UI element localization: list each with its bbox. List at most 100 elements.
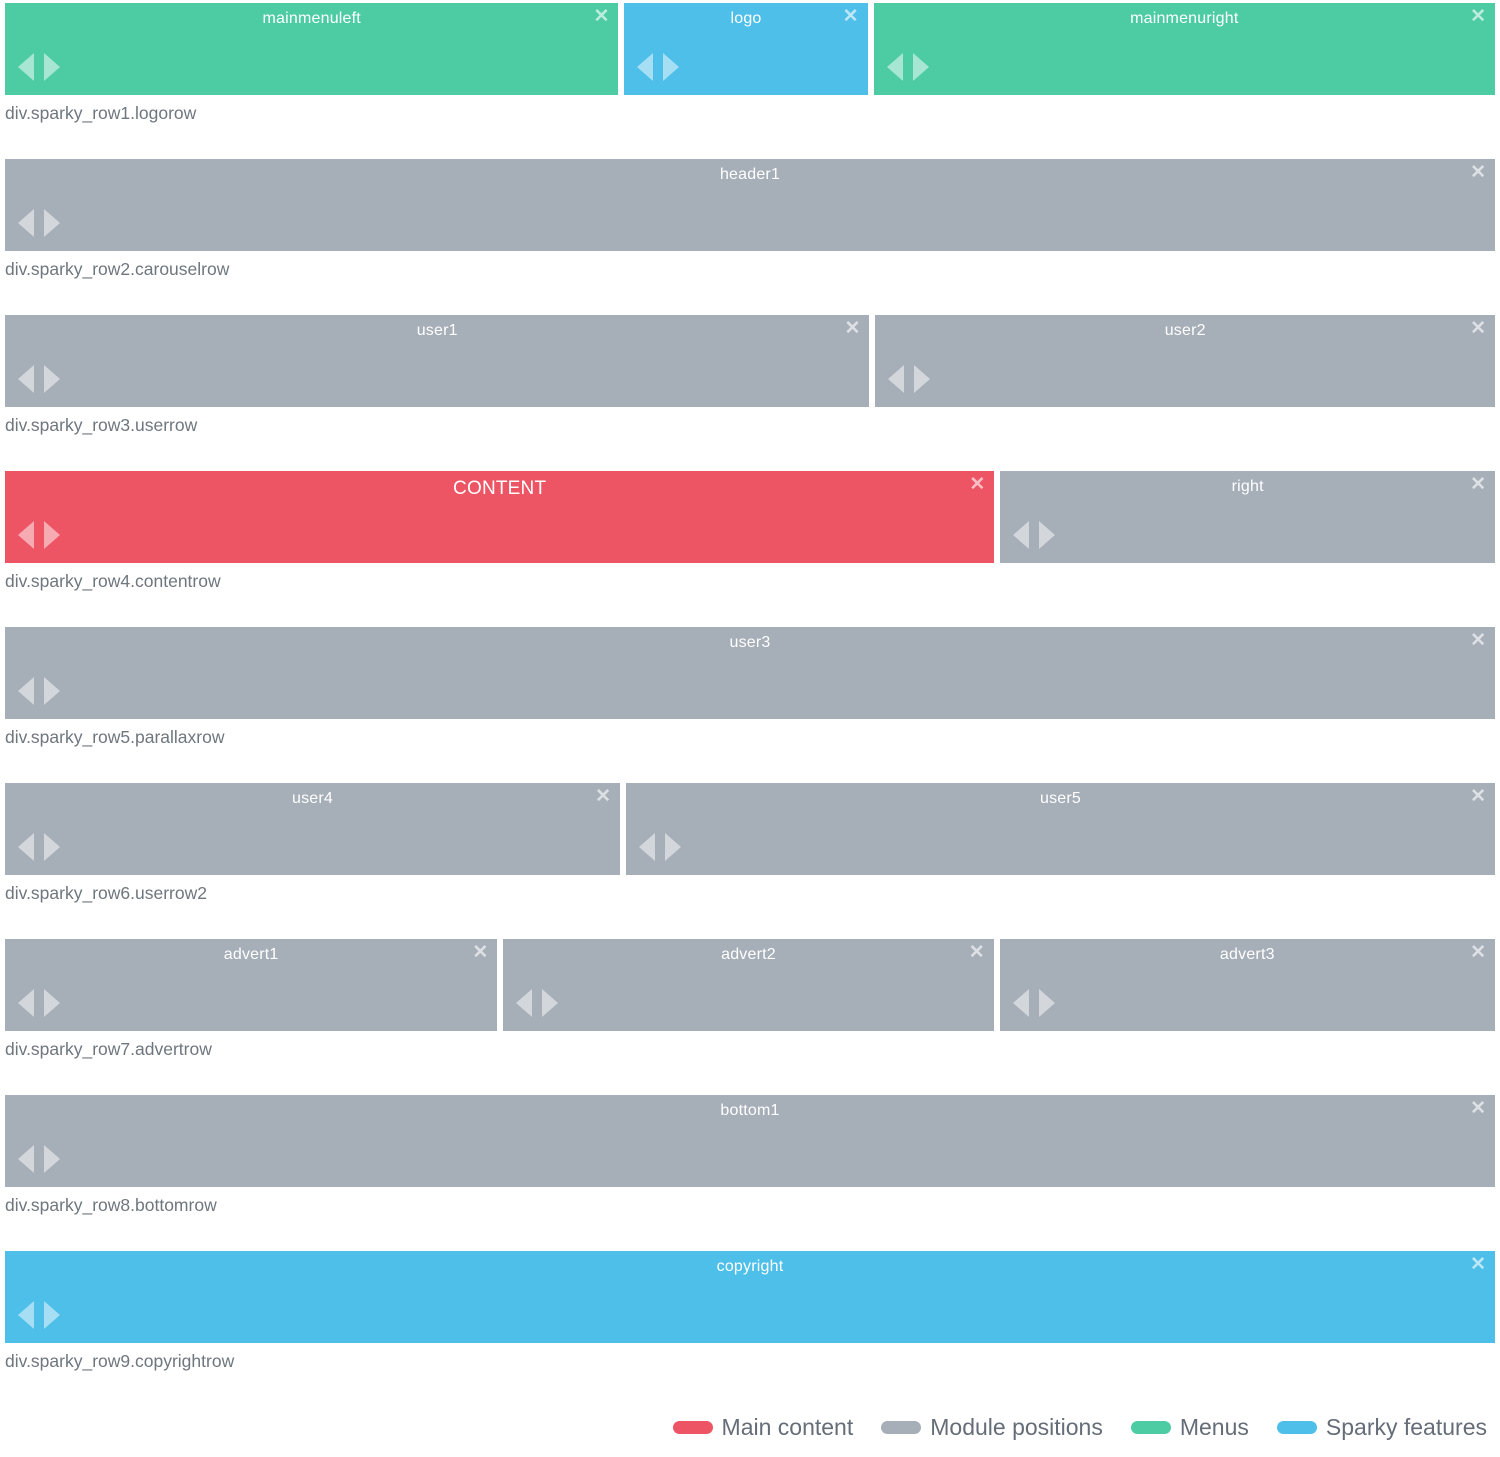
move-right-icon[interactable] (44, 365, 60, 393)
move-right-icon[interactable] (44, 521, 60, 549)
row-css-label: div.sparky_row5.parallaxrow (5, 727, 225, 747)
close-icon[interactable]: ✕ (969, 474, 986, 495)
position-title: advert1 (223, 946, 279, 963)
legend-item-main_content: Main content (672, 1414, 853, 1441)
position-block-advert1[interactable]: advert1 ✕ (5, 939, 498, 1031)
position-block-right[interactable]: right ✕ (1000, 471, 1495, 563)
move-left-icon[interactable] (18, 365, 34, 393)
position-title: mainmenuright (1130, 10, 1239, 27)
row-blocks: header1 ✕ (5, 159, 1495, 251)
row-css-label: div.sparky_row1.logorow (5, 103, 197, 123)
position-title: user1 (416, 322, 458, 339)
close-icon[interactable]: ✕ (1470, 162, 1486, 183)
move-arrows (18, 521, 60, 549)
move-right-icon[interactable] (1038, 989, 1055, 1017)
move-arrows (18, 1145, 60, 1173)
move-left-icon[interactable] (1012, 989, 1029, 1017)
close-icon[interactable]: ✕ (968, 942, 985, 963)
close-icon[interactable]: ✕ (595, 786, 611, 807)
position-title: user5 (1039, 790, 1082, 807)
move-arrows (18, 989, 60, 1017)
move-left-icon[interactable] (18, 53, 34, 81)
close-icon[interactable]: ✕ (842, 6, 859, 27)
close-icon[interactable]: ✕ (844, 318, 861, 339)
move-right-icon[interactable] (542, 989, 559, 1017)
move-arrows (639, 833, 681, 861)
move-left-icon[interactable] (1013, 521, 1030, 549)
move-left-icon[interactable] (516, 989, 533, 1017)
move-right-icon[interactable] (665, 833, 681, 861)
move-right-icon[interactable] (44, 53, 60, 81)
move-arrows (18, 833, 60, 861)
close-icon[interactable]: ✕ (1470, 474, 1486, 495)
legend-label: Sparky features (1325, 1413, 1487, 1440)
legend-label: Menus (1179, 1413, 1249, 1440)
legend-item-module_position: Module positions (881, 1414, 1103, 1441)
move-left-icon[interactable] (18, 1145, 34, 1173)
move-arrows (637, 53, 680, 81)
close-icon[interactable]: ✕ (1470, 942, 1486, 963)
move-arrows (18, 677, 60, 705)
close-icon[interactable]: ✕ (1470, 1254, 1486, 1275)
move-right-icon[interactable] (44, 209, 60, 237)
move-arrows (18, 209, 60, 237)
move-left-icon[interactable] (18, 989, 34, 1017)
move-right-icon[interactable] (914, 365, 931, 393)
move-left-icon[interactable] (888, 365, 905, 393)
move-left-icon[interactable] (18, 521, 34, 549)
position-block-user5[interactable]: user5 ✕ (626, 783, 1495, 875)
move-right-icon[interactable] (44, 833, 60, 861)
position-block-user3[interactable]: user3 ✕ (5, 627, 1495, 719)
row-blocks: user4 ✕ user5 ✕ (5, 783, 1495, 875)
move-arrows (516, 989, 559, 1017)
position-block-bottom1[interactable]: bottom1 ✕ (5, 1095, 1495, 1187)
position-block-advert2[interactable]: advert2 ✕ (503, 939, 994, 1031)
move-right-icon[interactable] (912, 53, 929, 81)
position-block-header1[interactable]: header1 ✕ (5, 159, 1495, 251)
close-icon[interactable]: ✕ (472, 942, 489, 963)
row-blocks: bottom1 ✕ (5, 1095, 1495, 1187)
move-right-icon[interactable] (1039, 521, 1056, 549)
position-title: right (1231, 478, 1264, 495)
row-css-label: div.sparky_row4.contentrow (5, 571, 221, 591)
row-css-label: div.sparky_row6.userrow2 (5, 883, 207, 903)
move-left-icon[interactable] (18, 1301, 34, 1329)
position-title: advert2 (721, 946, 776, 963)
move-left-icon[interactable] (18, 209, 34, 237)
move-right-icon[interactable] (44, 677, 60, 705)
move-left-icon[interactable] (639, 833, 655, 861)
move-right-icon[interactable] (44, 989, 60, 1017)
close-icon[interactable]: ✕ (1470, 1098, 1486, 1119)
close-icon[interactable]: ✕ (1470, 6, 1487, 27)
layout-row-9: copyright ✕ div.sparky_row9.copyrightrow (5, 1251, 1495, 1371)
row-css-label: div.sparky_row7.advertrow (5, 1039, 212, 1059)
move-right-icon[interactable] (44, 1301, 60, 1329)
position-block-copyright[interactable]: copyright ✕ (5, 1251, 1495, 1343)
position-block-mainmenuright[interactable]: mainmenuright ✕ (873, 3, 1496, 95)
close-icon[interactable]: ✕ (1470, 318, 1486, 339)
close-icon[interactable]: ✕ (1470, 786, 1486, 807)
position-block-content[interactable]: CONTENT ✕ (5, 471, 995, 563)
move-left-icon[interactable] (886, 53, 903, 81)
position-block-user4[interactable]: user4 ✕ (5, 783, 620, 875)
move-left-icon[interactable] (18, 677, 34, 705)
close-icon[interactable]: ✕ (593, 6, 610, 27)
position-block-logo[interactable]: logo ✕ (624, 3, 868, 95)
close-icon[interactable]: ✕ (1470, 630, 1486, 651)
row-css-label: div.sparky_row2.carouselrow (5, 259, 230, 279)
position-title: copyright (716, 1258, 784, 1275)
position-block-advert3[interactable]: advert3 ✕ (999, 939, 1495, 1031)
move-left-icon[interactable] (18, 833, 34, 861)
position-block-mainmenuleft[interactable]: mainmenuleft ✕ (5, 3, 619, 95)
move-arrows (18, 53, 60, 81)
move-right-icon[interactable] (663, 53, 680, 81)
position-block-user1[interactable]: user1 ✕ (5, 315, 870, 407)
move-arrows (1013, 521, 1056, 549)
legend-swatch-icon (881, 1420, 922, 1434)
move-left-icon[interactable] (637, 53, 654, 81)
move-right-icon[interactable] (44, 1145, 60, 1173)
row-blocks: mainmenuleft ✕ logo ✕ mainmenuright ✕ (5, 3, 1496, 95)
position-block-user2[interactable]: user2 ✕ (875, 315, 1495, 407)
position-title: user3 (729, 634, 771, 651)
